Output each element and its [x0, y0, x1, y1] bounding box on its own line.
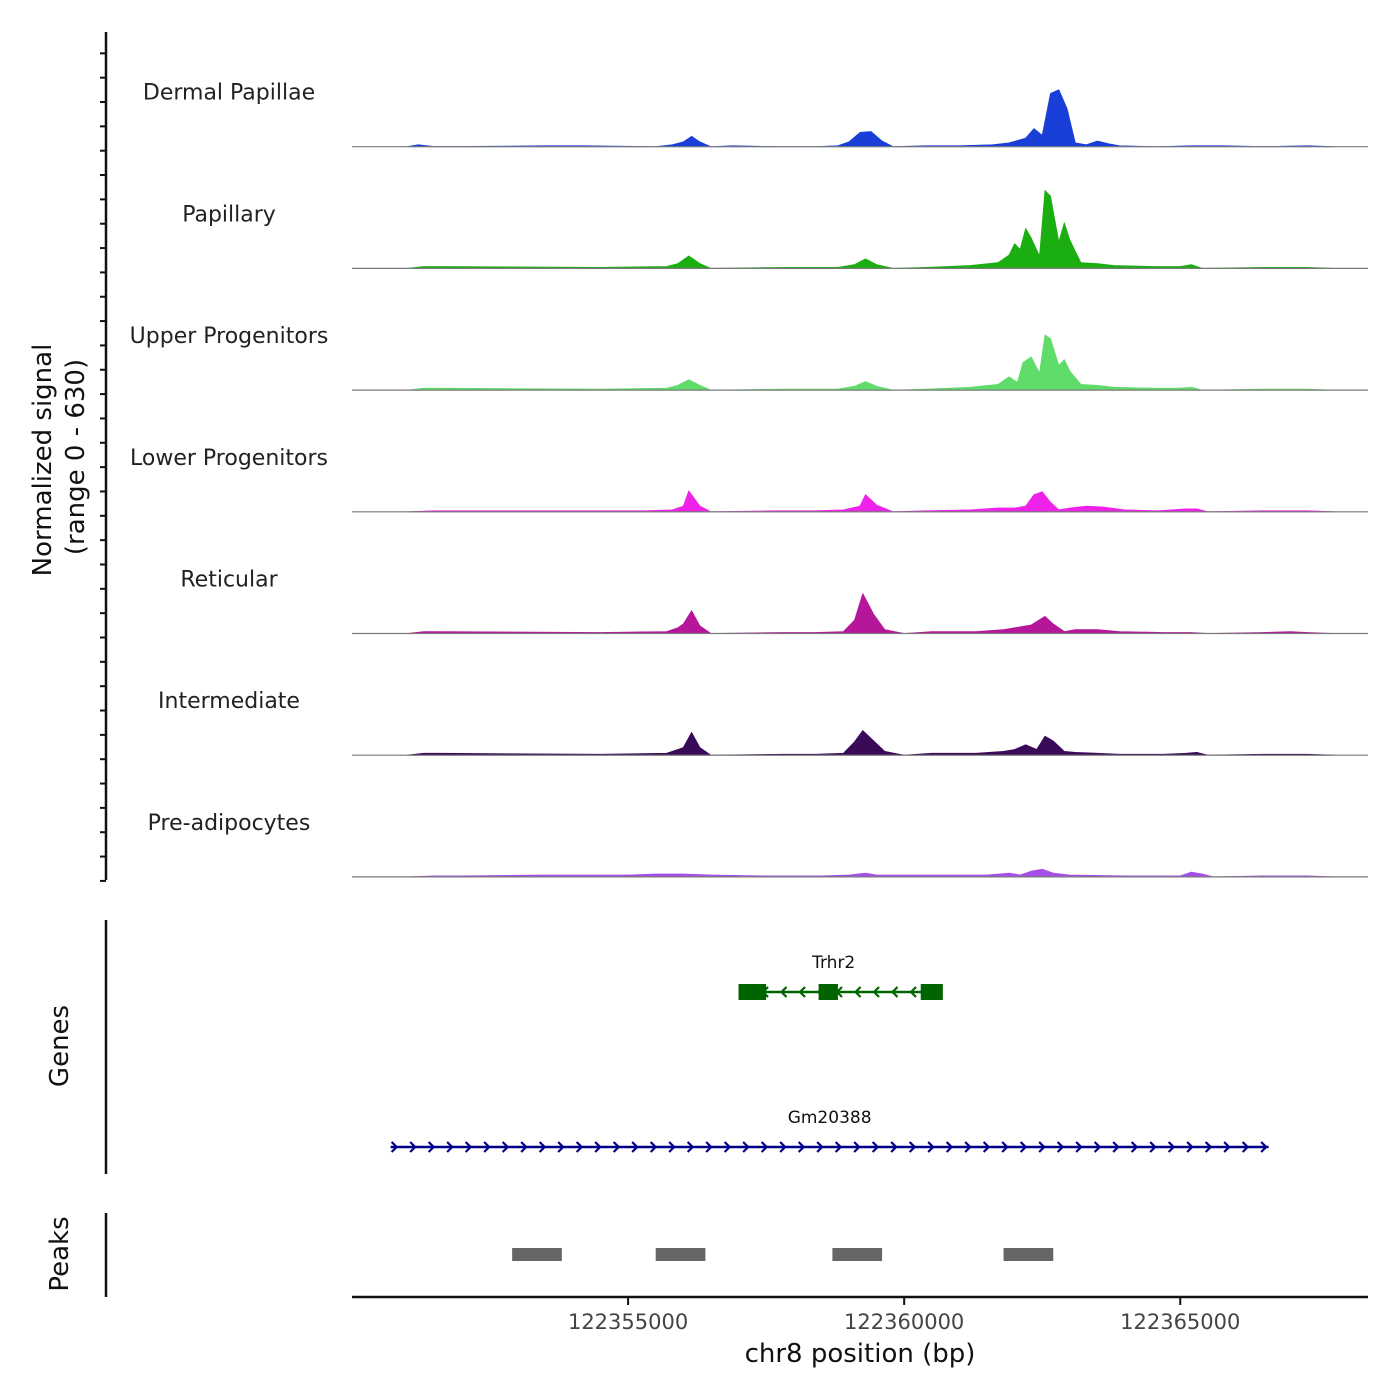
strand-chevron: [908, 1141, 917, 1153]
x-axis: 122355000 122360000 122365000: [352, 1295, 1368, 1334]
strand-chevron: [798, 986, 806, 998]
strand-chevron: [427, 1141, 436, 1153]
strand-chevron: [797, 1141, 806, 1153]
strand-chevron: [1001, 1141, 1009, 1153]
strand-chevron: [1112, 1141, 1120, 1153]
strand-chevron: [909, 986, 917, 998]
peaks-panel: [104, 1213, 1054, 1297]
strand-chevron: [686, 1141, 695, 1153]
strand-chevron: [1093, 1141, 1102, 1153]
strand-chevron: [1260, 1141, 1268, 1153]
strand-chevron: [927, 1141, 935, 1153]
strand-chevron: [612, 1141, 621, 1153]
track-label: Intermediate: [158, 689, 300, 714]
genes-panel: Trhr2 Gm20388: [104, 920, 1269, 1174]
strand-chevron: [871, 1141, 880, 1153]
strand-chevron: [594, 1141, 602, 1153]
track-dermal-papillae: Dermal Papillae: [143, 81, 1368, 148]
genes-panel-title: Genes: [45, 1005, 75, 1087]
signal-area: [406, 89, 1336, 148]
strand-chevron: [1186, 1141, 1194, 1153]
signal-area: [406, 490, 1336, 513]
gene-exon: [818, 984, 838, 1000]
strand-chevron: [1167, 1141, 1176, 1153]
signal-area: [406, 593, 1336, 634]
gene-gm20388: Gm20388: [390, 1108, 1269, 1153]
x-axis-title: chr8 position (bp): [745, 1339, 976, 1369]
peak-region: [832, 1248, 883, 1261]
track-papillary: Papillary: [182, 190, 1368, 269]
strand-chevron: [1241, 1141, 1250, 1153]
track-pre-adipocytes: Pre-adipocytes: [148, 811, 1368, 878]
strand-chevron: [760, 1141, 769, 1153]
signal-area: [406, 730, 1336, 756]
strand-chevron: [705, 1141, 713, 1153]
signal-panel: Dermal Papillae Papillary Upper Progenitor…: [100, 32, 1368, 882]
y-axis-range: (range 0 - 630): [61, 359, 91, 555]
gene-label: Gm20388: [788, 1108, 872, 1128]
strand-chevron: [1056, 1141, 1065, 1153]
peak-region: [512, 1248, 562, 1261]
track-label: Papillary: [182, 202, 276, 227]
strand-chevron: [1019, 1141, 1028, 1153]
strand-chevron: [1075, 1141, 1083, 1153]
peaks-panel-title: Peaks: [45, 1216, 75, 1291]
strand-chevron: [853, 986, 862, 998]
x-tick-label: 122355000: [568, 1310, 688, 1334]
strand-chevron: [575, 1141, 584, 1153]
strand-chevron: [779, 1141, 787, 1153]
strand-chevron: [816, 1141, 824, 1153]
peak-region: [655, 1248, 706, 1261]
gene-trhr2: Trhr2: [738, 953, 943, 1000]
strand-chevron: [1204, 1141, 1213, 1153]
strand-chevron: [409, 1141, 417, 1153]
strand-chevron: [890, 986, 899, 998]
strand-chevron: [964, 1141, 972, 1153]
gene-exon: [738, 984, 767, 1000]
y-axis-title: Normalized signal: [28, 344, 58, 577]
strand-chevron: [446, 1141, 454, 1153]
strand-chevron: [483, 1141, 491, 1153]
signal-area: [406, 190, 1336, 269]
strand-chevron: [631, 1141, 639, 1153]
x-tick-label: 122360000: [844, 1310, 964, 1334]
strand-chevron: [1038, 1141, 1046, 1153]
strand-chevron: [501, 1141, 510, 1153]
peak-region: [1003, 1248, 1054, 1261]
track-intermediate: Intermediate: [158, 689, 1368, 756]
strand-chevron: [742, 1141, 750, 1153]
strand-chevron: [982, 1141, 991, 1153]
track-lower-progenitors: Lower Progenitors: [130, 446, 1368, 513]
strand-chevron: [649, 1141, 658, 1153]
track-reticular: Reticular: [180, 568, 1368, 635]
track-label: Dermal Papillae: [143, 81, 315, 106]
strand-chevron: [464, 1141, 473, 1153]
strand-chevron: [390, 1141, 399, 1153]
strand-chevron: [1223, 1141, 1231, 1153]
strand-chevron: [853, 1141, 861, 1153]
gene-exon: [920, 984, 943, 1000]
signal-area: [406, 868, 1336, 878]
strand-chevron: [779, 986, 788, 998]
strand-chevron: [538, 1141, 547, 1153]
signal-area: [406, 334, 1336, 391]
x-tick-label: 122365000: [1120, 1310, 1240, 1334]
strand-chevron: [668, 1141, 676, 1153]
strand-chevron: [945, 1141, 954, 1153]
strand-chevron: [890, 1141, 898, 1153]
gene-label: Trhr2: [811, 953, 855, 973]
strand-chevron: [872, 986, 880, 998]
strand-chevron: [520, 1141, 528, 1153]
strand-chevron: [834, 1141, 843, 1153]
track-label: Upper Progenitors: [130, 324, 329, 349]
strand-chevron: [1149, 1141, 1157, 1153]
track-label: Pre-adipocytes: [148, 811, 311, 836]
strand-chevron: [723, 1141, 732, 1153]
strand-chevron: [557, 1141, 565, 1153]
track-label: Lower Progenitors: [130, 446, 328, 471]
track-label: Reticular: [180, 568, 278, 593]
track-upper-progenitors: Upper Progenitors: [130, 324, 1368, 391]
strand-chevron: [1130, 1141, 1139, 1153]
